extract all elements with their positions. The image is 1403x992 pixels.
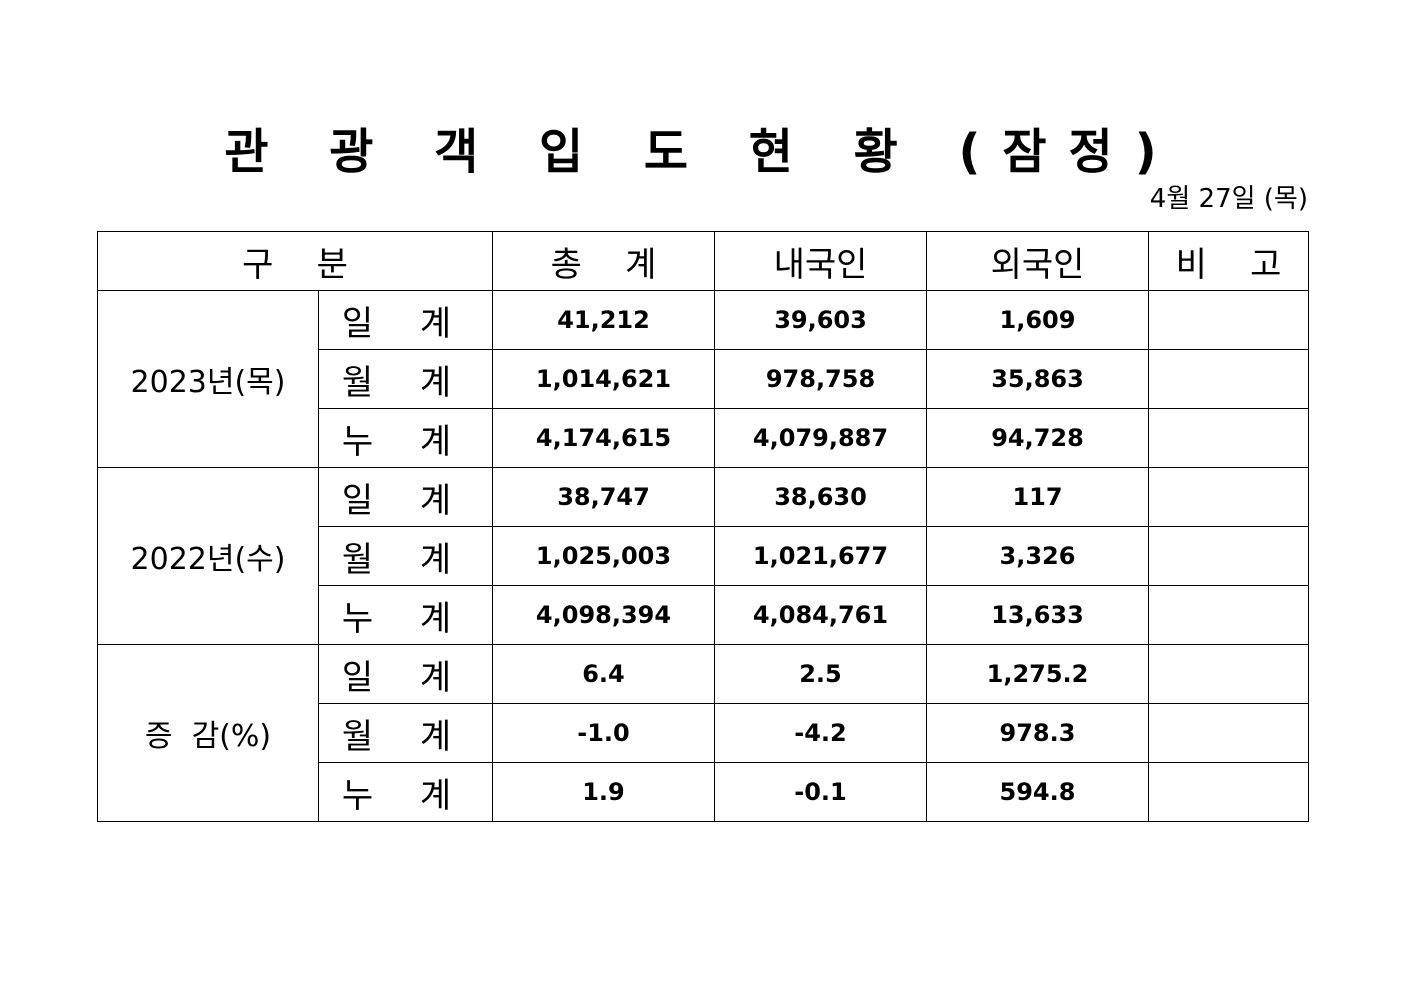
note-cell [1148, 703, 1309, 763]
note-cell [1148, 349, 1309, 409]
header-row: 구 분 총 계 내국인 외국인 비 고 [97, 231, 1309, 291]
domestic-cell: 978,758 [714, 349, 927, 409]
domestic-cell: -0.1 [714, 762, 927, 822]
domestic-cell: -4.2 [714, 703, 927, 763]
subcategory-cell: 월 계 [318, 349, 493, 409]
foreign-cell: 1,609 [926, 290, 1149, 350]
total-cell: 4,174,615 [492, 408, 715, 468]
subcategory-cell: 일 계 [318, 467, 493, 527]
foreign-cell: 94,728 [926, 408, 1149, 468]
header-foreign: 외국인 [926, 231, 1149, 291]
domestic-cell: 4,084,761 [714, 585, 927, 645]
subcategory-cell: 누 계 [318, 585, 493, 645]
foreign-cell: 978.3 [926, 703, 1149, 763]
foreign-cell: 35,863 [926, 349, 1149, 409]
total-cell: 4,098,394 [492, 585, 715, 645]
table-row: 누 계 4,098,394 4,084,761 13,633 [98, 585, 1309, 645]
domestic-cell: 2.5 [714, 644, 927, 704]
header-domestic: 내국인 [714, 231, 927, 291]
note-cell [1148, 290, 1309, 350]
total-cell: 1,014,621 [492, 349, 715, 409]
subcategory-cell: 누 계 [318, 408, 493, 468]
table-row: 월 계 -1.0 -4.2 978.3 [98, 703, 1309, 763]
note-cell [1148, 467, 1309, 527]
subcategory-cell: 일 계 [318, 290, 493, 350]
subcategory-cell: 누 계 [318, 762, 493, 822]
subcategory-cell: 일 계 [318, 644, 493, 704]
total-cell: 1.9 [492, 762, 715, 822]
note-cell [1148, 526, 1309, 586]
foreign-cell: 13,633 [926, 585, 1149, 645]
total-cell: 1,025,003 [492, 526, 715, 586]
table-row: 누 계 4,174,615 4,079,887 94,728 [98, 408, 1309, 468]
foreign-cell: 117 [926, 467, 1149, 527]
table-row: 증 감(%) 일 계 6.4 2.5 1,275.2 [97, 644, 1309, 822]
foreign-cell: 594.8 [926, 762, 1149, 822]
subcategory-cell: 월 계 [318, 703, 493, 763]
report-date: 4월 27일 (목) [1149, 184, 1308, 214]
domestic-cell: 39,603 [714, 290, 927, 350]
group-label: 2023년(목) [97, 290, 319, 468]
note-cell [1148, 585, 1309, 645]
domestic-cell: 4,079,887 [714, 408, 927, 468]
page-title: 관 광 객 입 도 현 황 (잠정) [224, 124, 1179, 180]
total-cell: 6.4 [492, 644, 715, 704]
header-total: 총 계 [492, 231, 715, 291]
group-label: 증 감(%) [97, 644, 319, 822]
header-note: 비 고 [1148, 231, 1309, 291]
tourist-arrivals-table: 구 분 총 계 내국인 외국인 비 고 2023년(목) 일 계 41,212 39,… [97, 231, 1309, 822]
subcategory-cell: 월 계 [318, 526, 493, 586]
total-cell: 38,747 [492, 467, 715, 527]
foreign-cell: 3,326 [926, 526, 1149, 586]
domestic-cell: 38,630 [714, 467, 927, 527]
note-cell [1148, 762, 1309, 822]
note-cell [1148, 644, 1309, 704]
table-row: 2022년(수) 일 계 38,747 38,630 117 [97, 467, 1309, 645]
table-row: 월 계 1,025,003 1,021,677 3,326 [98, 526, 1309, 586]
table-row: 누 계 1.9 -0.1 594.8 [98, 762, 1309, 822]
group-label: 2022년(수) [97, 467, 319, 645]
total-cell: -1.0 [492, 703, 715, 763]
note-cell [1148, 408, 1309, 468]
foreign-cell: 1,275.2 [926, 644, 1149, 704]
header-category: 구 분 [97, 231, 493, 291]
total-cell: 41,212 [492, 290, 715, 350]
domestic-cell: 1,021,677 [714, 526, 927, 586]
table-row: 2023년(목) 일 계 41,212 39,603 1,609 [97, 290, 1309, 468]
